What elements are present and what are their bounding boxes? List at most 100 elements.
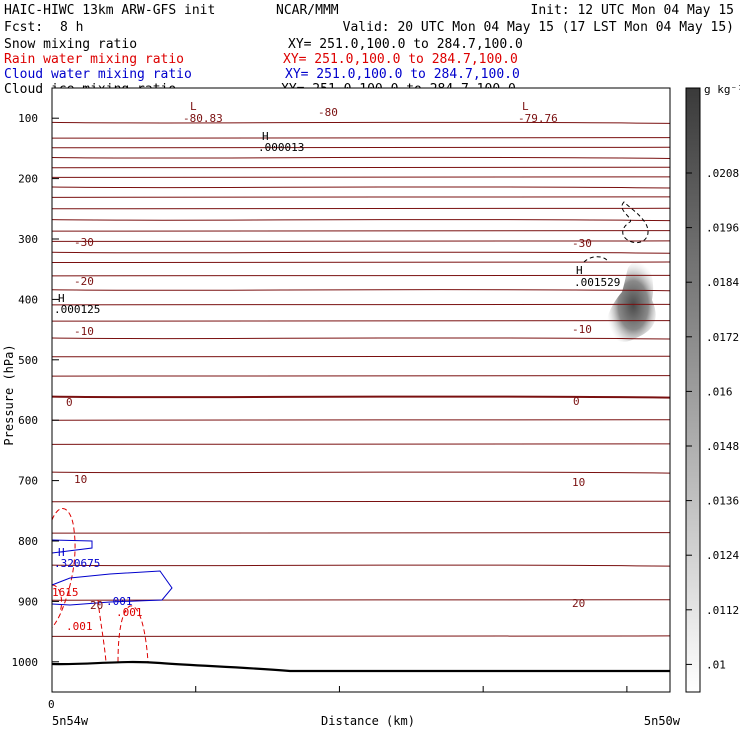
colorbar-tick-label: .0184 bbox=[706, 276, 739, 289]
isotherm-line bbox=[51, 261, 671, 264]
isotherm-line bbox=[51, 320, 671, 322]
field-name-rain: Rain water mixing ratio bbox=[4, 52, 184, 67]
field-name-cloud-water: Cloud water mixing ratio bbox=[4, 67, 192, 82]
isotherm-line bbox=[51, 240, 671, 242]
y-tick-label: 700 bbox=[18, 475, 38, 488]
colorbar-tick-label: .0124 bbox=[706, 549, 739, 562]
cloud-water-max-label: .320675 bbox=[54, 557, 100, 570]
temp-label-minus30-right: -30 bbox=[572, 237, 592, 250]
colorbar-scale bbox=[685, 87, 701, 693]
isotherm-line bbox=[51, 599, 671, 601]
temp-label-10-left: 10 bbox=[74, 473, 87, 486]
terrain-surface-line bbox=[51, 660, 670, 673]
temp-label-zero-right: 0 bbox=[573, 395, 580, 408]
field-xy-snow: XY= 251.0,100.0 to 284.7,100.0 bbox=[288, 37, 523, 52]
isotherm-line bbox=[51, 635, 671, 638]
high-marker-snow-2: H bbox=[576, 264, 583, 277]
isotherm-line bbox=[51, 337, 671, 340]
isotherm-line bbox=[51, 121, 671, 124]
cloud-ice-contour-upper bbox=[621, 201, 649, 244]
temp-label-10-right: 10 bbox=[572, 476, 585, 489]
isotherm-line bbox=[51, 419, 671, 421]
ice-max-label: .000125 bbox=[54, 303, 100, 316]
contour-labels: L -80.83 -80 L -79.76 H .000013 H .00012… bbox=[52, 100, 620, 633]
header-fcst-value: 8 h bbox=[60, 20, 83, 35]
y-tick-label: 400 bbox=[18, 293, 38, 306]
header-fcst-label: Fcst: bbox=[4, 20, 43, 35]
colorbar-tick-label: .0112 bbox=[706, 604, 739, 617]
y-tick-label: 100 bbox=[18, 112, 38, 125]
isotherm-line bbox=[51, 166, 671, 169]
isotherm-line bbox=[51, 500, 671, 503]
y-axis-title: Pressure (hPa) bbox=[2, 344, 16, 445]
isotherm-line bbox=[51, 395, 671, 399]
temp-label-min-2: -79.76 bbox=[518, 112, 558, 125]
rain-contour-small bbox=[51, 584, 63, 613]
high-marker-snow: H bbox=[262, 130, 269, 143]
header-center: NCAR/MMM bbox=[276, 3, 339, 18]
isotherm-line bbox=[51, 156, 671, 159]
colorbar: g kg⁻¹ .0208 .0196 .0184 .0172 .016 .0148 .013… bbox=[685, 83, 740, 693]
cloud-water-contour-lower bbox=[51, 570, 173, 606]
high-marker-cloud-water: H bbox=[58, 546, 65, 559]
temp-label-20-right: 20 bbox=[572, 597, 585, 610]
temp-label-minus20: -20 bbox=[74, 275, 94, 288]
colorbar-tick-label: .0136 bbox=[706, 495, 739, 508]
colorbar-tick-label: .01 bbox=[706, 658, 726, 671]
header-init: Init: 12 UTC Mon 04 May 15 bbox=[531, 3, 735, 18]
temp-label-minus10-right: -10 bbox=[572, 323, 592, 336]
isotherm-line bbox=[51, 230, 671, 232]
x-origin-label: 0 bbox=[48, 698, 55, 711]
y-tick-label: 200 bbox=[18, 173, 38, 186]
temp-label-minus80: -80 bbox=[318, 106, 338, 119]
isotherm-line bbox=[51, 274, 671, 277]
isotherm-line bbox=[51, 355, 671, 358]
isotherm-line bbox=[51, 137, 671, 139]
isotherm-line bbox=[51, 443, 671, 445]
rain-label-001-a: .001 bbox=[66, 620, 93, 633]
plot-background bbox=[52, 88, 670, 692]
x-axis bbox=[51, 686, 628, 692]
isotherm-line bbox=[51, 471, 671, 474]
plot-frame bbox=[51, 87, 671, 693]
temp-label-minus10-left: -10 bbox=[74, 325, 94, 338]
cloud-water-label-001: .001 bbox=[106, 595, 133, 608]
low-marker-1: L bbox=[190, 100, 197, 113]
rain-contour-right bbox=[117, 605, 149, 663]
colorbar-tick-label: .0208 bbox=[706, 167, 739, 180]
isotherm-line bbox=[51, 251, 671, 254]
high-marker-ice: H bbox=[58, 292, 65, 305]
y-tick-label: 800 bbox=[18, 535, 38, 548]
snow-max-label-2: .001529 bbox=[574, 276, 620, 289]
x-right-label: 5n50w bbox=[644, 714, 681, 728]
isotherm-line bbox=[51, 564, 671, 567]
colorbar-ticks: .0208 .0196 .0184 .0172 .016 .0148 .0136 .0124.… bbox=[686, 167, 739, 671]
rain-label-001-b: .001 bbox=[116, 606, 143, 619]
y-tick-label: 600 bbox=[18, 414, 38, 427]
colorbar-tick-label: .0196 bbox=[706, 222, 739, 235]
y-tick-label: 1000 bbox=[12, 656, 39, 669]
temp-label-min-1: -80.83 bbox=[183, 112, 223, 125]
y-tick-label: 900 bbox=[18, 595, 38, 608]
isotherm-line bbox=[51, 375, 671, 377]
field-xy-cloud-water: XY= 251.0,100.0 to 284.7,100.0 bbox=[285, 67, 520, 82]
temp-label-zero-left: 0 bbox=[66, 396, 73, 409]
cloud-ice-contour-lower bbox=[583, 256, 609, 263]
low-marker-2: L bbox=[522, 100, 529, 113]
rain-label-1615: 1615 bbox=[52, 586, 79, 599]
rain-contour-left bbox=[51, 508, 76, 629]
isotherm-line bbox=[51, 289, 671, 292]
y-axis: 100 200 300 400 500 600 700 800 900 1000 bbox=[12, 112, 59, 669]
y-tick-label: 500 bbox=[18, 354, 38, 367]
rain-contour-mid bbox=[97, 599, 107, 663]
temp-label-20-left: 20 bbox=[90, 599, 103, 612]
field-xy-rain: XY= 251.0,100.0 to 284.7,100.0 bbox=[283, 52, 518, 67]
snow-max-label: .000013 bbox=[258, 141, 304, 154]
header-valid: Valid: 20 UTC Mon 04 May 15 (17 LST Mon … bbox=[343, 20, 734, 35]
cloud-water-contour-upper bbox=[51, 539, 93, 554]
isotherm-contours bbox=[51, 121, 671, 638]
isotherm-line bbox=[51, 186, 671, 189]
snow-shading bbox=[605, 260, 656, 342]
